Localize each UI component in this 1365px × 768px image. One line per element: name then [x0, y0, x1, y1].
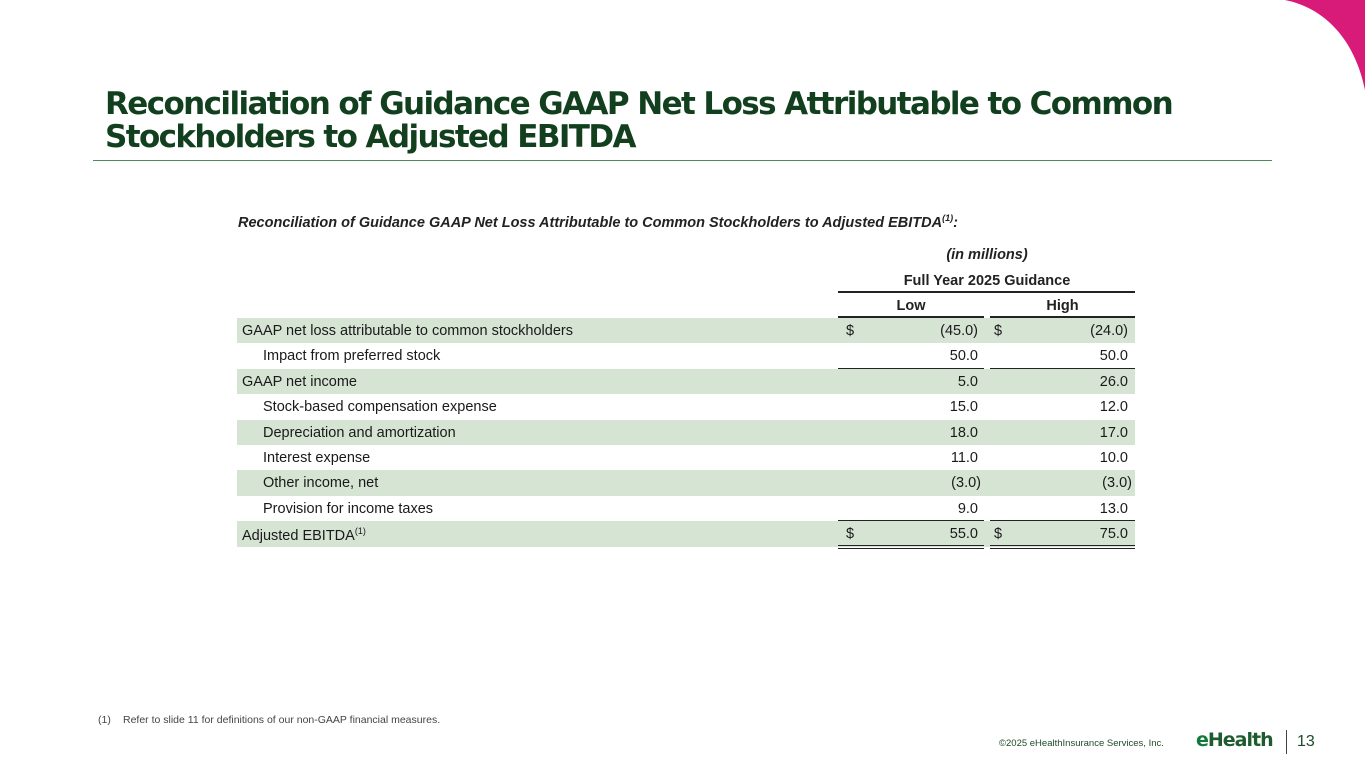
high-value: 13.0 — [1099, 500, 1128, 517]
row-label: Interest expense — [263, 449, 371, 466]
logo-wordmark: Health — [1207, 729, 1274, 751]
column-header-low-rule — [838, 316, 984, 318]
table-heading-suffix: : — [953, 214, 958, 231]
low-value: 15.0 — [949, 399, 978, 416]
row-label: Depreciation and amortization — [263, 424, 456, 441]
row-label-text: Adjusted EBITDA — [242, 527, 355, 544]
total-rule-low — [838, 520, 984, 521]
footnote-number: (1) — [98, 714, 111, 726]
table-heading: Reconciliation of Guidance GAAP Net Loss… — [238, 213, 958, 231]
reconciliation-table: GAAP net loss attributable to common sto… — [237, 318, 1135, 547]
low-dollar-sign: $ — [846, 526, 855, 543]
low-value: 18.0 — [949, 424, 978, 441]
row-label: GAAP net income — [242, 373, 357, 390]
high-value: (24.0) — [1090, 323, 1128, 339]
slide-title-line-1: Reconciliation of Guidance GAAP Net Loss… — [105, 86, 1174, 122]
title-divider — [93, 160, 1272, 161]
table-heading-footnote-marker: (1) — [942, 213, 954, 223]
units-label: (in millions) — [946, 247, 1028, 263]
slide-title-line-2: Stockholders to Adjusted EBITDA — [105, 119, 636, 155]
logo-e-mark: e — [1196, 729, 1209, 751]
table-row: Impact from preferred stock 50.0 50.0 — [237, 343, 1135, 368]
subtotal-rule-high — [990, 368, 1135, 369]
grand-total-double-rule-low — [838, 545, 984, 549]
high-dollar-sign: $ — [994, 323, 1003, 339]
high-value: 12.0 — [1099, 399, 1128, 416]
row-label: Provision for income taxes — [263, 500, 434, 517]
table-row: Other income, net (3.0) (3.0) — [237, 470, 1135, 496]
column-header-low: Low — [896, 298, 926, 314]
table-heading-text: Reconciliation of Guidance GAAP Net Loss… — [238, 214, 943, 231]
total-rule-high — [990, 520, 1135, 521]
low-value: 5.0 — [957, 373, 978, 390]
high-value: 17.0 — [1099, 424, 1128, 441]
slide-title: Reconciliation of Guidance GAAP Net Loss… — [105, 88, 1255, 154]
row-label-footnote-marker: (1) — [354, 526, 366, 537]
row-label: Adjusted EBITDA(1) — [242, 526, 366, 544]
page-number: 13 — [1297, 733, 1315, 750]
high-value: (3.0) — [1102, 475, 1132, 492]
row-label: GAAP net loss attributable to common sto… — [242, 323, 573, 339]
row-label: Other income, net — [263, 475, 379, 492]
table-row: Interest expense 11.0 10.0 — [237, 445, 1135, 470]
column-header-high-rule — [990, 316, 1135, 318]
footnote-text: Refer to slide 11 for definitions of our… — [123, 714, 441, 726]
table-row: Adjusted EBITDA(1) $ 55.0 $ 75.0 — [237, 521, 1135, 547]
high-value: 10.0 — [1099, 449, 1128, 466]
low-value: (3.0) — [951, 475, 981, 492]
ehealth-logo: eHealth — [1196, 729, 1274, 751]
footnote: (1) Refer to slide 11 for definitions of … — [98, 714, 440, 726]
table-row: GAAP net loss attributable to common sto… — [237, 318, 1135, 344]
table-row: Depreciation and amortization 18.0 17.0 — [237, 419, 1135, 445]
table-row: GAAP net income 5.0 26.0 — [237, 368, 1135, 395]
period-header-rule — [838, 291, 1135, 293]
low-value: 55.0 — [949, 526, 978, 543]
corner-swoosh-graphic — [1285, 0, 1365, 90]
high-dollar-sign: $ — [994, 526, 1003, 543]
period-header: Full Year 2025 Guidance — [903, 273, 1071, 289]
grand-total-double-rule-high — [990, 545, 1135, 549]
low-value: 11.0 — [950, 449, 978, 466]
row-label: Impact from preferred stock — [263, 348, 441, 365]
low-value: (45.0) — [940, 323, 978, 339]
low-value: 9.0 — [957, 500, 978, 517]
table-row: Provision for income taxes 9.0 13.0 — [237, 496, 1135, 521]
low-dollar-sign: $ — [846, 323, 855, 339]
table-row: Stock-based compensation expense 15.0 12… — [237, 394, 1135, 419]
column-header-high: High — [1046, 298, 1079, 314]
subtotal-rule-low — [838, 368, 984, 369]
low-value: 50.0 — [949, 348, 978, 365]
high-value: 50.0 — [1099, 348, 1128, 365]
row-label: Stock-based compensation expense — [263, 399, 497, 416]
copyright-notice: ©2025 eHealthInsurance Services, Inc. — [999, 738, 1164, 749]
high-value: 26.0 — [1099, 373, 1128, 390]
high-value: 75.0 — [1099, 526, 1128, 543]
footer-divider — [1286, 730, 1287, 754]
